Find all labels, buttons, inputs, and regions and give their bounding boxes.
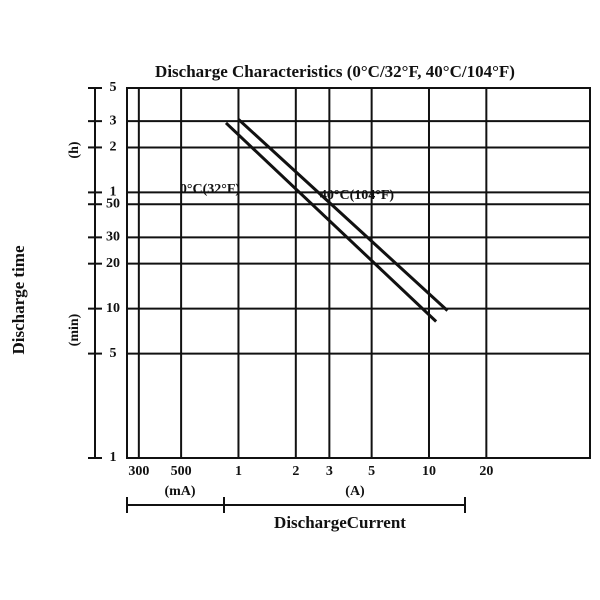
x-tick-label: 300	[128, 464, 149, 479]
y-tick-label: 5	[110, 346, 117, 361]
chart-title: Discharge Characteristics (0°C/32°F, 40°…	[155, 62, 515, 81]
series-line	[224, 121, 438, 323]
series-label: 0°C(32°F)	[180, 182, 241, 197]
x-unit: (A)	[345, 484, 365, 499]
x-tick-label: 1	[235, 464, 242, 479]
unit-brackets	[126, 497, 466, 513]
x-tick-label: 2	[292, 464, 299, 479]
y-tick-label: 5	[110, 80, 117, 95]
x-tick-label: 3	[326, 464, 333, 479]
y-tick-label: 10	[106, 301, 120, 316]
y-unit: (h)	[67, 141, 82, 158]
plot-frame	[126, 87, 591, 459]
y-tick-label: 1	[110, 450, 117, 465]
series-label: 40°C(104°F)	[320, 188, 395, 203]
y-unit: (min)	[67, 313, 82, 346]
x-tick-label: 20	[479, 464, 493, 479]
y-tick-label: 30	[106, 230, 120, 245]
y-tick-label: 1	[110, 185, 117, 200]
y-axis-title: Discharge time	[9, 245, 28, 355]
y-tick-label: 20	[106, 256, 120, 271]
x-axis-title: DischargeCurrent	[274, 513, 406, 532]
x-tick-label: 10	[422, 464, 436, 479]
y-tick-label: 3	[110, 113, 117, 128]
series-line	[237, 118, 449, 312]
x-unit: (mA)	[164, 484, 195, 499]
y-tick-label: 2	[110, 140, 117, 155]
x-tick-label: 5	[368, 464, 375, 479]
x-tick-label: 500	[171, 464, 192, 479]
y-tick-label: 50	[106, 196, 120, 211]
